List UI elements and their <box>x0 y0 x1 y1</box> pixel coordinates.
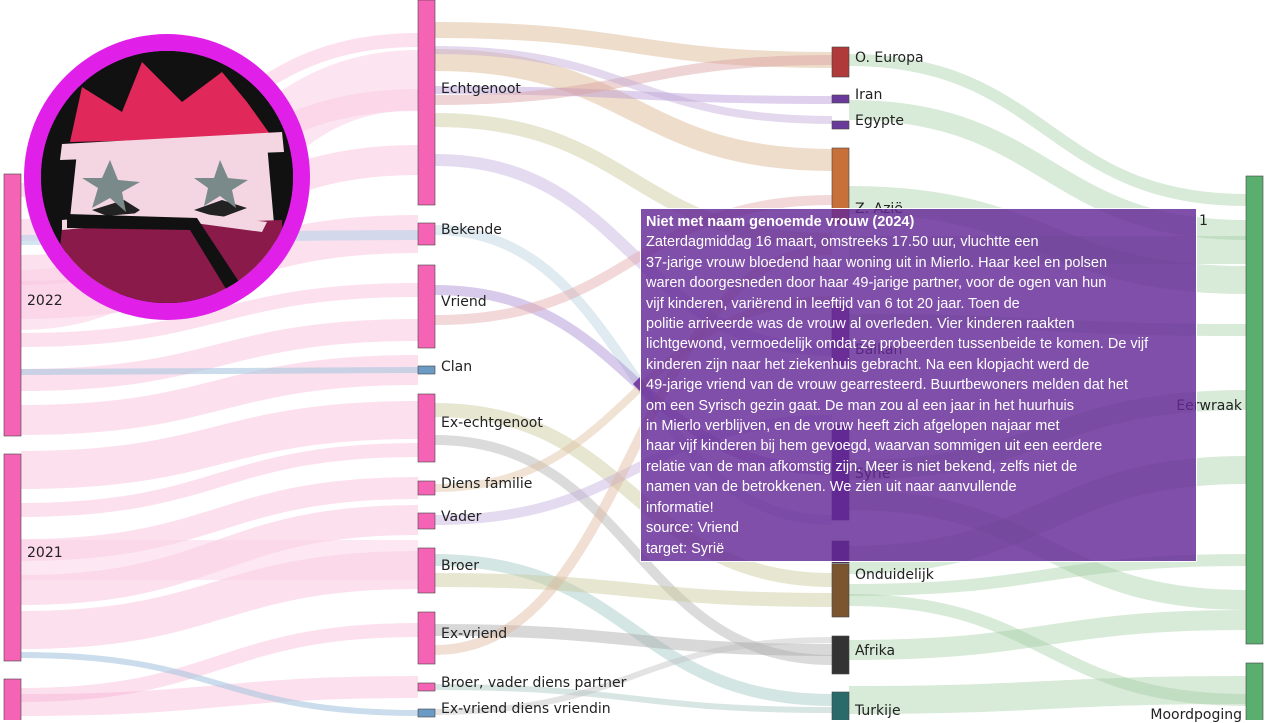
sankey-link[interactable] <box>848 554 1247 596</box>
tooltip-line: kinderen zijn naar het ziekenhuis gebrac… <box>646 356 1090 373</box>
sankey-link[interactable] <box>20 652 419 716</box>
sankey-node-ex-vriend-diens-vriendin[interactable] <box>417 708 436 718</box>
sankey-link[interactable] <box>848 676 1247 714</box>
node-label: Turkije <box>855 703 901 719</box>
node-label: Ex-echtgenoot <box>441 415 543 431</box>
tooltip-line: vijf kinderen, variërend in leeftijd van… <box>646 295 1020 312</box>
sankey-link[interactable] <box>848 594 1247 706</box>
node-label: Ex-vriend <box>441 626 508 642</box>
tooltip-line: 49-jarige vriend van de vrouw gearrestee… <box>646 377 1128 394</box>
sankey-link[interactable] <box>434 46 833 124</box>
node-label: Echtgenoot <box>441 81 521 97</box>
sankey-link[interactable] <box>848 610 1247 660</box>
sankey-node-turkije[interactable] <box>831 691 850 720</box>
sankey-link[interactable] <box>20 367 419 375</box>
node-label: Ex-vriend diens vriendin <box>441 701 611 717</box>
sankey-node-2021[interactable] <box>3 453 22 662</box>
hat <box>70 62 272 142</box>
node-label: Egypte <box>855 113 905 129</box>
sankey-link[interactable] <box>20 623 419 702</box>
sankey-link[interactable] <box>20 443 419 517</box>
tooltip-line: Zaterdagmiddag 16 maart, omstreeks 17.50… <box>646 234 1039 251</box>
tooltip-line: in Mierlo verblijven, en de vrouw heeft … <box>646 418 1060 435</box>
tooltip-line: haar vijf kinderen bij hem gevoegd, waar… <box>646 438 1103 455</box>
sankey-link[interactable] <box>434 22 833 68</box>
tooltip-line: informatie! <box>646 499 714 516</box>
tooltip-line: namen van de betrokkenen. We zien uit na… <box>646 479 1017 496</box>
sankey-link[interactable] <box>434 684 833 713</box>
sankey-node-iran[interactable] <box>831 94 850 104</box>
node-label: 2022 <box>27 293 63 309</box>
hover-tooltip: Niet met naam genoemde vrouw (2024) Zate… <box>640 208 1197 562</box>
sankey-node-eerwraak[interactable] <box>1245 175 1264 645</box>
sankey-link[interactable] <box>434 637 833 715</box>
sankey-link[interactable] <box>434 86 833 104</box>
tooltip-line: 37-jarige vrouw bloedend haar woning uit… <box>646 254 1108 271</box>
tooltip-title: Niet met naam genoemde vrouw (2024) <box>646 214 915 230</box>
tooltip-line: waren doorgesneden door haar 49-jarige p… <box>646 275 1107 292</box>
sankey-link[interactable] <box>434 573 833 607</box>
partial-node-label: 1 <box>1199 213 1208 229</box>
sankey-link[interactable] <box>20 401 419 489</box>
node-label: O. Europa <box>855 50 924 66</box>
sankey-link[interactable] <box>434 49 833 171</box>
sankey-link[interactable] <box>848 54 1247 206</box>
node-label: Onduidelijk <box>855 567 934 583</box>
sankey-node-echtgenoot[interactable] <box>417 0 436 206</box>
tooltip-arrow <box>633 376 641 392</box>
tooltip-source: source: Vriend <box>646 520 739 537</box>
node-label: Afrika <box>855 643 896 659</box>
node-label: Bekende <box>441 222 502 238</box>
sankey-node-bekende[interactable] <box>417 222 436 246</box>
tooltip-line: politie arriveerde was de vrouw al overl… <box>646 316 1075 333</box>
sankey-link[interactable] <box>434 554 833 706</box>
sankey-node-broer[interactable] <box>417 547 436 594</box>
sankey-link[interactable] <box>20 676 419 716</box>
node-label: Diens familie <box>441 476 533 492</box>
sankey-node-unlabeled[interactable] <box>3 678 22 720</box>
sankey-link[interactable] <box>434 624 833 656</box>
node-label: Broer <box>441 558 479 574</box>
sankey-node-vriend[interactable] <box>417 264 436 349</box>
sankey-node-afrika[interactable] <box>831 635 850 675</box>
sankey-node-broer-vader-diens-partner[interactable] <box>417 682 436 692</box>
sankey-node-onduidelijk[interactable] <box>831 563 850 618</box>
sankey-node-egypte[interactable] <box>831 120 850 130</box>
sankey-node-ex-vriend[interactable] <box>417 611 436 665</box>
sankey-link[interactable] <box>20 283 419 347</box>
sankey-node-vader[interactable] <box>417 512 436 530</box>
sankey-node-o-europa[interactable] <box>831 46 850 78</box>
mask <box>52 220 284 303</box>
node-label: Moordpoging <box>1150 707 1242 723</box>
ninja-logo <box>24 34 310 320</box>
node-label: 2021 <box>27 545 63 561</box>
node-label: Broer, vader diens partner <box>441 675 627 691</box>
sankey-node-moordpoging[interactable] <box>1245 662 1264 720</box>
sankey-node-diens-familie[interactable] <box>417 480 436 496</box>
tooltip-target: target: Syrië <box>646 540 725 557</box>
node-label: Iran <box>855 87 883 103</box>
sankey-node-ex-echtgenoot[interactable] <box>417 393 436 463</box>
tooltip-line: om een Syrisch gezin gaat. De man zou al… <box>646 397 1074 414</box>
sankey-node-2022[interactable] <box>3 173 22 437</box>
sankey-link[interactable] <box>434 403 833 587</box>
tooltip-line: relatie van de man afkomstig zijn. Meer … <box>646 458 1078 475</box>
sankey-node-clan[interactable] <box>417 365 436 375</box>
sankey-link[interactable] <box>20 319 419 391</box>
tooltip-line: lichtgewond, vermoedelijk omdat ze probe… <box>646 336 1149 353</box>
node-label: Vriend <box>441 294 487 310</box>
node-label: Vader <box>441 509 482 525</box>
node-label: Clan <box>441 359 473 375</box>
sankey-link[interactable] <box>434 55 833 105</box>
sankey-link[interactable] <box>434 435 833 665</box>
sankey-link[interactable] <box>434 195 833 325</box>
sankey-nodes <box>3 0 1264 720</box>
